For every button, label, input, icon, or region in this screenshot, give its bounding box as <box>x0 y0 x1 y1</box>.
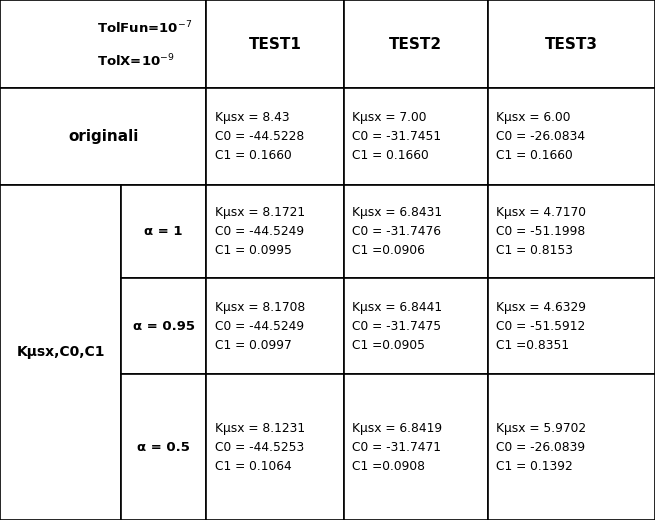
Bar <box>344 374 488 520</box>
Text: Kμsx = 4.7170
C0 = -51.1998
C1 = 0.8153: Kμsx = 4.7170 C0 = -51.1998 C1 = 0.8153 <box>496 206 586 257</box>
Bar <box>488 0 655 88</box>
Bar <box>344 185 488 278</box>
Text: α = 0.5: α = 0.5 <box>138 440 190 453</box>
Bar <box>344 88 488 185</box>
Text: Kμsx = 7.00
C0 = -31.7451
C1 = 0.1660: Kμsx = 7.00 C0 = -31.7451 C1 = 0.1660 <box>352 111 441 162</box>
Text: Kμsx = 8.1721
C0 = -44.5249
C1 = 0.0995: Kμsx = 8.1721 C0 = -44.5249 C1 = 0.0995 <box>215 206 305 257</box>
Bar <box>488 374 655 520</box>
Bar <box>206 278 344 374</box>
Bar <box>206 185 344 278</box>
Bar <box>488 88 655 185</box>
Bar <box>0 0 206 88</box>
Bar <box>121 278 206 374</box>
Text: Kμsx = 5.9702
C0 = -26.0839
C1 = 0.1392: Kμsx = 5.9702 C0 = -26.0839 C1 = 0.1392 <box>496 422 587 473</box>
Text: TolFun=10$^{-7}$
TolX=10$^{-9}$: TolFun=10$^{-7}$ TolX=10$^{-9}$ <box>97 19 192 69</box>
Bar <box>488 185 655 278</box>
Bar <box>344 278 488 374</box>
Text: originali: originali <box>68 129 138 144</box>
Text: TEST3: TEST3 <box>545 37 598 51</box>
Text: TEST2: TEST2 <box>389 37 443 51</box>
Bar <box>0 88 206 185</box>
Text: Kμsx = 4.6329
C0 = -51.5912
C1 =0.8351: Kμsx = 4.6329 C0 = -51.5912 C1 =0.8351 <box>496 301 586 352</box>
Text: Kμsx = 6.8419
C0 = -31.7471
C1 =0.0908: Kμsx = 6.8419 C0 = -31.7471 C1 =0.0908 <box>352 422 443 473</box>
Text: Kμsx = 8.1708
C0 = -44.5249
C1 = 0.0997: Kμsx = 8.1708 C0 = -44.5249 C1 = 0.0997 <box>215 301 305 352</box>
Bar <box>488 278 655 374</box>
Text: α = 0.95: α = 0.95 <box>133 320 195 333</box>
Text: Kμsx = 6.8441
C0 = -31.7475
C1 =0.0905: Kμsx = 6.8441 C0 = -31.7475 C1 =0.0905 <box>352 301 443 352</box>
Bar <box>121 185 206 278</box>
Bar <box>206 374 344 520</box>
Text: TEST1: TEST1 <box>249 37 301 51</box>
Bar <box>206 0 344 88</box>
Text: α = 1: α = 1 <box>145 225 183 238</box>
Bar <box>121 374 206 520</box>
Text: Kμsx = 6.00
C0 = -26.0834
C1 = 0.1660: Kμsx = 6.00 C0 = -26.0834 C1 = 0.1660 <box>496 111 586 162</box>
Text: Kμsx,C0,C1: Kμsx,C0,C1 <box>16 345 105 359</box>
Bar <box>344 0 488 88</box>
Text: Kμsx = 6.8431
C0 = -31.7476
C1 =0.0906: Kμsx = 6.8431 C0 = -31.7476 C1 =0.0906 <box>352 206 443 257</box>
Bar <box>206 88 344 185</box>
Bar <box>0 185 121 520</box>
Text: Kμsx = 8.1231
C0 = -44.5253
C1 = 0.1064: Kμsx = 8.1231 C0 = -44.5253 C1 = 0.1064 <box>215 422 305 473</box>
Text: Kμsx = 8.43
C0 = -44.5228
C1 = 0.1660: Kμsx = 8.43 C0 = -44.5228 C1 = 0.1660 <box>215 111 304 162</box>
